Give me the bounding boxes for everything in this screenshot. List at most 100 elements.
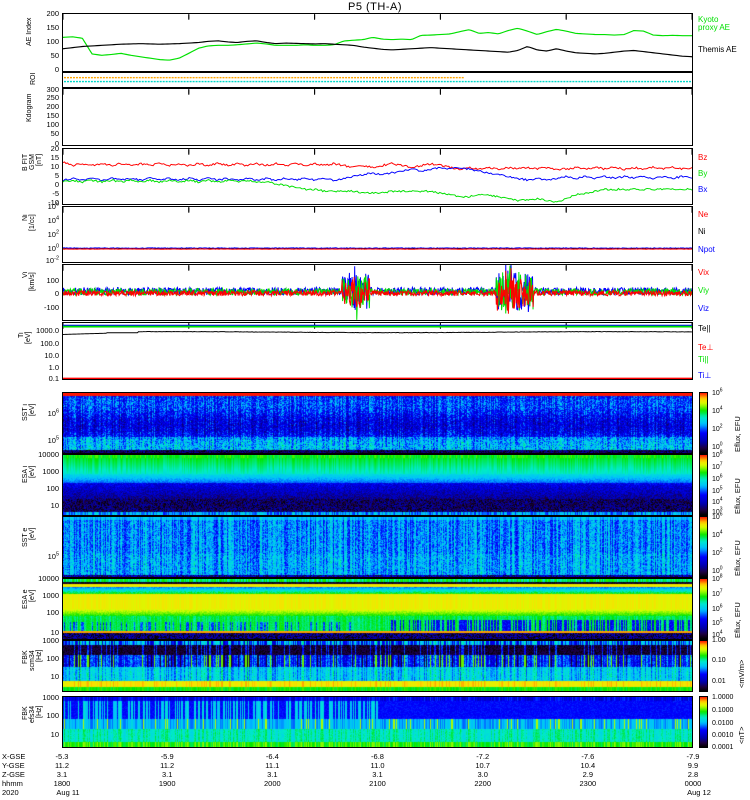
legend-viy: Viy bbox=[698, 286, 709, 295]
legend-vix: Vix bbox=[698, 268, 709, 277]
cb3-tick-4: 104 bbox=[712, 629, 723, 639]
bfit-ytick-5: 5 bbox=[54, 171, 59, 180]
esa-e-ytick-100: 100 bbox=[46, 608, 59, 617]
x-axis-value-0-0: -5.3 bbox=[55, 752, 69, 761]
ni-plot bbox=[63, 207, 692, 250]
ti-plot bbox=[63, 323, 692, 379]
legend-bz: Bz bbox=[698, 153, 708, 162]
ni-ytick-1e2: 102 bbox=[47, 229, 59, 239]
cb3-tick-0: 108 bbox=[712, 573, 723, 583]
x-axis-value-0-2: -6.4 bbox=[265, 752, 279, 761]
x-axis-value-3-5: 2300 bbox=[579, 779, 597, 788]
legend-kyoto-proxy-ae: Kyoto proxy AE bbox=[698, 15, 731, 33]
cb0-tick-0: 106 bbox=[712, 387, 723, 397]
esa-ions-spectrogram bbox=[63, 455, 692, 515]
x-axis-value-1-6: 9.9 bbox=[687, 761, 699, 770]
vi-plot bbox=[63, 265, 692, 320]
fbk-scm-ytick-100: 100 bbox=[46, 654, 59, 663]
x-axis-value-2-3: 3.1 bbox=[372, 770, 383, 779]
fbk-scm-ytick-1000: 1000 bbox=[42, 636, 59, 645]
esa-e-ytick-10: 10 bbox=[50, 628, 59, 637]
x-axis-value-1-4: 10.7 bbox=[475, 761, 490, 770]
ti-ytick-100: 100.0 bbox=[40, 339, 59, 348]
kdogram-plot bbox=[63, 89, 692, 95]
kdogram-ylabel: Kdogram bbox=[26, 94, 33, 123]
cb5-tick-0: 1.0000 bbox=[712, 694, 734, 701]
cb1-tick-3: 105 bbox=[712, 485, 723, 495]
ti-ytick-10: 10.0 bbox=[44, 351, 59, 360]
ni-ytick-1e4: 104 bbox=[47, 215, 59, 225]
sst-ions-spectrogram bbox=[63, 393, 692, 453]
sst-electrons-spectrogram bbox=[63, 517, 692, 577]
ae-ytick-200: 200 bbox=[46, 9, 59, 18]
x-axis-row-label-z-gse: Z-GSE bbox=[2, 770, 25, 779]
esa-i-ytick-100: 100 bbox=[46, 484, 59, 493]
panel-vi bbox=[62, 264, 693, 321]
esa-e-ytick-10000: 10000 bbox=[38, 574, 59, 583]
cb5-tick-3: 0.0010 bbox=[712, 732, 734, 739]
x-axis-row-label-hhmm: hhmm bbox=[2, 779, 23, 788]
legend-themis-ae: Themis AE bbox=[698, 45, 737, 54]
x-axis-value-3-4: 2200 bbox=[474, 779, 491, 788]
fbk-efs-ytick-1000: 1000 bbox=[42, 693, 59, 702]
cb1-tick-2: 106 bbox=[712, 473, 723, 483]
vi-ytick-m100: -100 bbox=[43, 303, 59, 312]
ti-ytick-1: 1.0 bbox=[48, 363, 59, 372]
x-axis-value-0-4: -7.2 bbox=[476, 752, 490, 761]
fbk-scm-spectrogram bbox=[63, 641, 692, 691]
cb5-tick-4: 0.0001 bbox=[712, 744, 734, 751]
cb0-tick-1: 104 bbox=[712, 405, 723, 415]
panel-ti bbox=[62, 322, 693, 380]
legend-by: By bbox=[698, 169, 708, 178]
cb4-tick-0: 1.00 bbox=[712, 637, 726, 644]
cb3-label: Eflux, EFU bbox=[733, 602, 742, 638]
cb3-tick-2: 106 bbox=[712, 603, 723, 613]
x-axis-value-2-0: 3.1 bbox=[56, 770, 68, 779]
cb0-tick-3: 100 bbox=[712, 441, 723, 451]
ae-ytick-150: 150 bbox=[46, 23, 59, 32]
legend-ti-par: Ti|| bbox=[698, 355, 709, 364]
ae-ytick-100: 100 bbox=[46, 37, 59, 46]
legend-te-perp: Te⊥ bbox=[698, 343, 714, 352]
x-axis-row-label-2020: 2020 bbox=[2, 788, 19, 797]
cb1-tick-1: 107 bbox=[712, 461, 723, 471]
cb2-label: Eflux, EFU bbox=[733, 540, 742, 576]
x-axis-value-0-5: -7.6 bbox=[581, 752, 595, 761]
legend-bx: Bx bbox=[698, 185, 708, 194]
x-axis-value-0-3: -6.8 bbox=[371, 752, 384, 761]
legend-ne: Ne bbox=[698, 210, 709, 219]
panel-sst-electrons bbox=[62, 516, 693, 578]
x-axis-value-2-2: 3.1 bbox=[267, 770, 278, 779]
x-axis-value-3-0: 1800 bbox=[53, 779, 71, 788]
cb2-tick-3: 100 bbox=[712, 565, 723, 575]
cb2-tick-2: 102 bbox=[712, 547, 723, 557]
cb1-tick-4: 104 bbox=[712, 496, 723, 506]
legend-te-par: Te|| bbox=[698, 324, 711, 333]
kdo-ytick-100: 100 bbox=[46, 120, 59, 129]
panel-b-fit bbox=[62, 148, 693, 205]
vi-ytick-100: 100 bbox=[46, 276, 59, 285]
sst-electrons-ylabel: SST e [eV] bbox=[22, 528, 36, 548]
x-axis-value-1-5: 10.4 bbox=[580, 761, 596, 770]
x-axis-value-1-3: 11.0 bbox=[370, 761, 385, 770]
ni-ytick-1e6: 106 bbox=[47, 201, 59, 211]
ae-ytick-0: 0 bbox=[54, 65, 59, 74]
roi-plot bbox=[63, 76, 692, 83]
kdo-ytick-150: 150 bbox=[46, 111, 59, 120]
ni-ytick-1e0: 100 bbox=[47, 243, 59, 253]
x-axis-value-4-0: Aug 11 bbox=[56, 788, 80, 797]
fbk-efs-ytick-10: 10 bbox=[50, 730, 59, 739]
bfit-ytick-15: 15 bbox=[50, 153, 59, 162]
panel-fbk-efs bbox=[62, 696, 693, 748]
cb1-tick-5: 103 bbox=[712, 506, 723, 516]
colorbar-fbk-scm bbox=[699, 640, 708, 692]
colorbar-esa-electrons bbox=[699, 578, 708, 640]
legend-ti-perp: Ti⊥ bbox=[698, 371, 712, 380]
x-axis-value-3-6: 0000 bbox=[684, 779, 702, 788]
colorbar-fbk-efs bbox=[699, 696, 708, 748]
esa-e-ytick-1000: 1000 bbox=[42, 591, 59, 600]
fbk-efs-spectrogram bbox=[63, 697, 692, 747]
colorbar-sst-electrons bbox=[699, 516, 708, 578]
sst-i-ytick-1e5: 105 bbox=[47, 435, 59, 445]
